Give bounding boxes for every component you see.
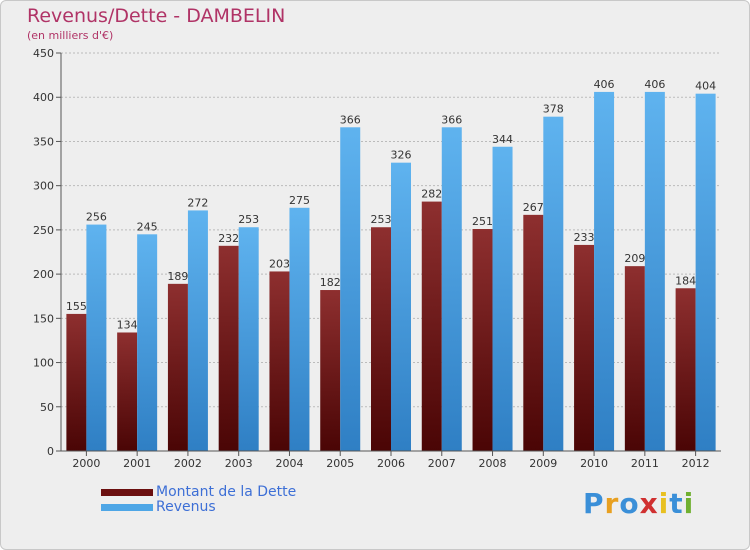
bar-revenus <box>543 116 564 452</box>
x-tick-label: 2005 <box>326 457 354 470</box>
bar-revenus <box>137 234 158 451</box>
x-tick-label: 2011 <box>631 457 659 470</box>
bar-revenus <box>340 127 361 451</box>
x-tick-label: 2003 <box>225 457 253 470</box>
data-label: 366 <box>441 113 462 126</box>
bar-dette <box>472 229 493 451</box>
bar-revenus <box>695 93 716 451</box>
data-label: 253 <box>371 213 392 226</box>
data-label: 275 <box>289 194 310 207</box>
data-label: 326 <box>391 149 412 162</box>
data-label: 233 <box>574 231 595 244</box>
x-tick-label: 2004 <box>275 457 303 470</box>
x-tick-label: 2001 <box>123 457 151 470</box>
logo-letter: t <box>669 487 684 520</box>
y-tick-label: 300 <box>33 180 54 193</box>
x-tick-label: 2010 <box>580 457 608 470</box>
y-tick-label: 450 <box>33 47 54 60</box>
bar-revenus <box>391 162 411 451</box>
y-tick-label: 150 <box>33 312 54 325</box>
chart-title: Revenus/Dette - DAMBELIN <box>27 5 286 27</box>
data-label: 251 <box>472 215 493 228</box>
data-label: 282 <box>421 188 442 201</box>
bar-revenus <box>86 224 107 451</box>
y-tick-label: 100 <box>33 357 54 370</box>
x-tick-label: 2009 <box>529 457 557 470</box>
bar-dette <box>269 271 290 451</box>
data-label: 404 <box>695 80 716 93</box>
bar-dette <box>320 290 341 451</box>
data-label: 267 <box>523 201 544 214</box>
y-tick-label: 0 <box>47 445 54 458</box>
data-label: 209 <box>624 252 645 265</box>
logo-letter: r <box>604 487 620 520</box>
data-label: 366 <box>340 113 361 126</box>
data-label: 134 <box>117 318 138 331</box>
logo-letter: i <box>658 487 670 520</box>
x-tick-label: 2007 <box>428 457 456 470</box>
bar-dette <box>624 266 645 451</box>
logo-letter: P <box>583 487 605 520</box>
y-tick-label: 50 <box>40 401 54 414</box>
legend-swatch-revenus <box>101 504 153 511</box>
legend-swatch-dette <box>101 489 153 496</box>
bar-revenus <box>594 91 615 451</box>
chart-subtitle: (en milliers d'€) <box>27 29 114 42</box>
bar-revenus <box>187 210 208 451</box>
x-tick-label: 2002 <box>174 457 202 470</box>
data-label: 155 <box>66 300 87 313</box>
legend-label-dette: Montant de la Dette <box>156 484 297 500</box>
data-label: 245 <box>137 220 158 233</box>
bar-dette <box>218 245 239 451</box>
data-label: 256 <box>86 211 107 224</box>
bar-revenus <box>644 91 665 451</box>
data-label: 344 <box>492 133 513 146</box>
y-tick-label: 400 <box>33 91 54 104</box>
data-label: 406 <box>644 78 665 91</box>
data-label: 406 <box>594 78 615 91</box>
y-tick-label: 200 <box>33 268 54 281</box>
x-tick-label: 2000 <box>72 457 100 470</box>
x-tick-label: 2006 <box>377 457 405 470</box>
logo-letter: o <box>619 487 640 520</box>
legend-label-revenus: Revenus <box>156 499 216 515</box>
data-label: 189 <box>167 270 188 283</box>
data-label: 203 <box>269 257 290 270</box>
data-label: 184 <box>675 274 696 287</box>
bar-dette <box>523 214 544 451</box>
bar-revenus <box>238 227 259 451</box>
bar-dette <box>574 244 595 451</box>
bar-revenus <box>492 146 513 452</box>
data-label: 232 <box>218 232 239 245</box>
bar-revenus <box>441 127 462 451</box>
logo-letter: x <box>639 487 659 520</box>
x-tick-label: 2012 <box>682 457 710 470</box>
bar-dette <box>675 288 696 451</box>
bar-dette <box>421 201 442 451</box>
bar-dette <box>66 313 87 451</box>
bar-dette <box>117 332 138 451</box>
bar-dette <box>167 283 188 451</box>
x-tick-label: 2008 <box>479 457 507 470</box>
bar-revenus <box>289 207 310 451</box>
proxiti-logo: Proxiti <box>583 487 694 520</box>
data-label: 378 <box>543 103 564 116</box>
y-tick-label: 250 <box>33 224 54 237</box>
y-tick-label: 350 <box>33 135 54 148</box>
logo-letter: i <box>683 487 695 520</box>
data-label: 253 <box>238 213 259 226</box>
data-label: 182 <box>320 276 341 289</box>
data-label: 272 <box>187 196 208 209</box>
bar-dette <box>371 227 391 451</box>
